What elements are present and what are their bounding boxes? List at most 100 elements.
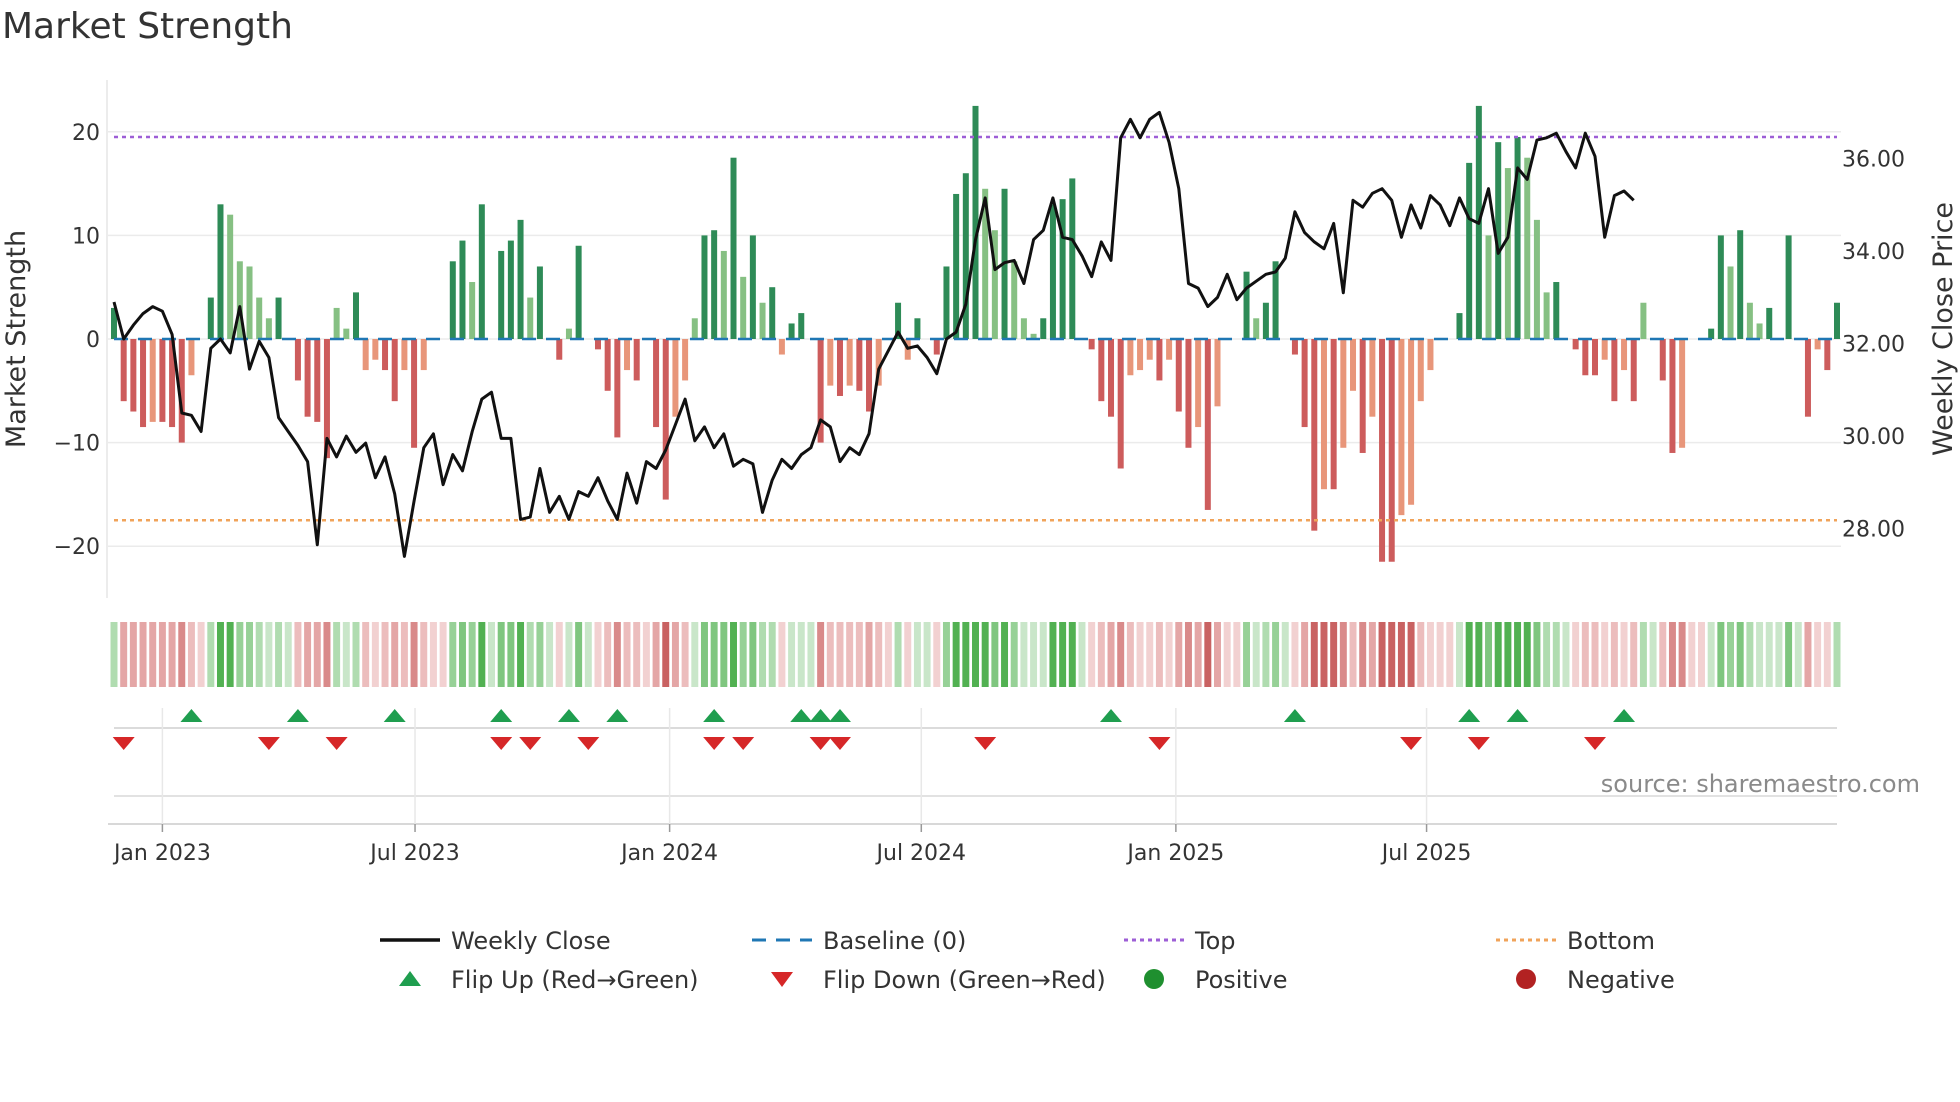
strength-bar	[110, 307, 118, 339]
heat-strip-cell	[1368, 622, 1376, 687]
strength-bar	[1175, 339, 1182, 412]
y-left-tick-label: −10	[54, 432, 100, 457]
heat-strip-cell	[284, 622, 292, 687]
heat-strip-cell	[110, 622, 118, 687]
heat-strip-cell	[1601, 622, 1609, 687]
heat-strip-cell	[1833, 622, 1841, 687]
strength-bar	[323, 339, 330, 459]
strength-bar	[314, 339, 321, 422]
strength-bar	[498, 250, 505, 339]
heat-strip-cell	[1620, 622, 1628, 687]
strength-bar	[1824, 339, 1831, 371]
x-tick-label: Jul 2025	[1380, 841, 1472, 866]
source-credit: source: sharemaestro.com	[1601, 770, 1920, 798]
strength-bar	[788, 323, 795, 339]
heat-strip-cell	[633, 622, 641, 687]
heat-strip-cell	[1668, 622, 1676, 687]
strength-bar	[624, 339, 631, 371]
flip-down-marker	[112, 737, 135, 750]
flip-up-marker	[557, 709, 580, 722]
legend-item: Top	[1124, 927, 1236, 955]
heat-strip-cell	[371, 622, 379, 687]
y-left-tick-label: 0	[86, 328, 100, 353]
strength-bar	[653, 339, 660, 428]
flip-up-marker	[703, 709, 726, 722]
legend-item: Negative	[1516, 966, 1675, 994]
strength-bar	[1514, 136, 1521, 339]
heat-strip-cell	[1059, 622, 1067, 687]
heat-strip-cell	[613, 622, 621, 687]
strength-bar	[701, 235, 708, 339]
strength-bar	[411, 339, 418, 448]
strength-bar	[1272, 261, 1279, 339]
heat-strip-cell	[497, 622, 505, 687]
strength-bar	[1301, 339, 1308, 428]
strength-bar	[953, 193, 960, 339]
legend-item: Flip Down (Green→Red)	[771, 966, 1106, 994]
weekly-close-line	[112, 110, 1635, 558]
strength-bar	[1195, 339, 1202, 428]
heat-strip-cell	[1814, 622, 1822, 687]
heat-strip-cell	[168, 622, 176, 687]
legend-label: Baseline (0)	[823, 927, 966, 955]
heat-strip-cell	[1155, 622, 1163, 687]
heat-strip-cell	[1223, 622, 1231, 687]
strength-bar	[517, 219, 524, 339]
heat-strip-cell	[1078, 622, 1086, 687]
heat-strip-cell	[304, 622, 312, 687]
strength-bar	[1833, 302, 1841, 339]
strength-bar	[1533, 219, 1540, 339]
heat-strip-cell	[1775, 622, 1783, 687]
heat-strip-cell	[1194, 622, 1202, 687]
heat-strip-cell	[275, 622, 283, 687]
heat-strip-cell	[1243, 622, 1251, 687]
strength-bar	[1388, 339, 1395, 562]
heat-strip-cell	[1339, 622, 1347, 687]
heat-strip-cell	[836, 622, 844, 687]
heat-strip-cell	[381, 622, 389, 687]
flip-down-marker	[490, 737, 513, 750]
strength-bar	[169, 339, 176, 428]
heat-strip-cell	[797, 622, 805, 687]
strength-bar	[1737, 230, 1744, 339]
heat-strip-cell	[1736, 622, 1744, 687]
heat-strip-cell	[1272, 622, 1280, 687]
strength-bar	[507, 240, 514, 339]
flip-down-marker	[1400, 737, 1423, 750]
heat-strip-cell	[1785, 622, 1793, 687]
heat-strip-cell	[700, 622, 708, 687]
strength-bar	[856, 339, 863, 391]
heat-strip-cell	[1610, 622, 1618, 687]
flip-up-marker	[1506, 709, 1529, 722]
heat-strip-cell	[1039, 622, 1047, 687]
strength-bar	[1040, 318, 1047, 339]
legend-item: Weekly Close	[380, 927, 611, 955]
strength-bar	[556, 339, 563, 360]
strength-bar	[827, 339, 834, 386]
strength-bar	[720, 250, 727, 339]
heat-strip-cell	[1281, 622, 1289, 687]
y-left-axis-label: Market Strength	[1, 230, 32, 448]
strength-bar	[1340, 339, 1347, 448]
strength-bar	[691, 318, 698, 339]
strength-bar	[304, 339, 311, 417]
legend-label: Negative	[1567, 966, 1675, 994]
heat-strip-cell	[1204, 622, 1212, 687]
strength-bar	[1069, 178, 1076, 339]
strength-bar	[1427, 339, 1434, 371]
heat-strip-cell	[1552, 622, 1560, 687]
heat-strip-cell	[826, 622, 834, 687]
strength-bar	[1253, 318, 1260, 339]
flip-up-marker	[1458, 709, 1481, 722]
flip-up-marker	[1100, 709, 1123, 722]
flip-down-marker	[1148, 737, 1171, 750]
strength-bar	[633, 339, 640, 381]
legend-swatch-circle	[1516, 969, 1536, 989]
heat-strip-cell	[1465, 622, 1473, 687]
strength-bar	[391, 339, 398, 402]
strength-bar	[1369, 339, 1376, 417]
strength-bar	[1456, 313, 1463, 339]
heat-strip-cell	[884, 622, 892, 687]
heat-strip-cell	[642, 622, 650, 687]
flip-up-marker	[606, 709, 629, 722]
